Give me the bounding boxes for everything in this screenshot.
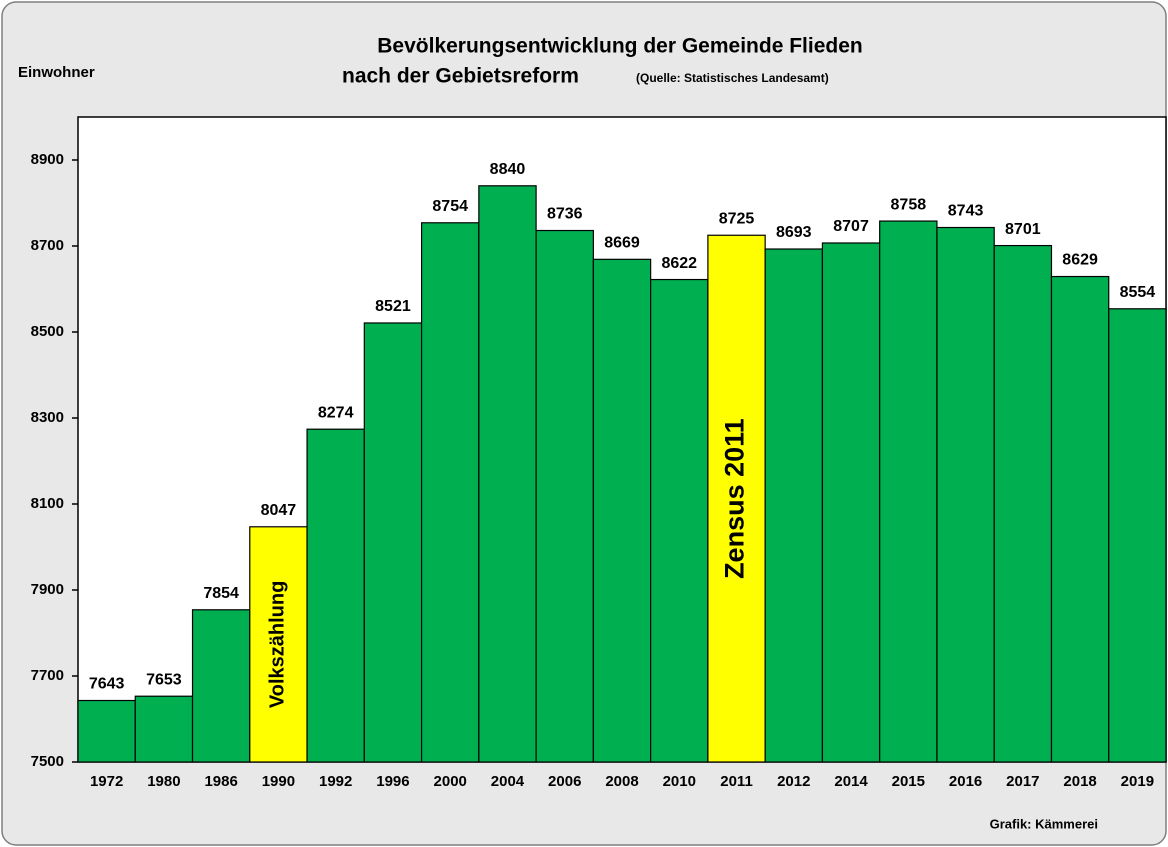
y-tick-label: 8100 <box>31 495 64 512</box>
bar <box>77 699 136 763</box>
x-tick-label: 1986 <box>204 773 237 790</box>
x-tick-label: 1980 <box>147 773 180 790</box>
bar <box>993 244 1053 763</box>
chart-title: Bevölkerungsentwicklung der Gemeinde Fli… <box>377 35 862 58</box>
value-label: 8707 <box>833 218 869 235</box>
bar <box>249 526 308 763</box>
value-label: 8701 <box>1005 221 1041 238</box>
chart-source: (Quelle: Statistisches Landesamt) <box>636 71 829 85</box>
bar <box>535 229 594 763</box>
bar <box>592 258 652 763</box>
x-tick-label: 2017 <box>1006 773 1039 790</box>
chart-title-line2: nach der Gebietsreform <box>342 65 579 88</box>
value-label: 8758 <box>891 196 927 213</box>
x-tick-label: 2014 <box>834 773 868 790</box>
value-label: 8521 <box>375 298 411 315</box>
x-tick-label: 2000 <box>434 773 467 790</box>
bar <box>1050 275 1110 763</box>
bar <box>134 695 194 763</box>
x-tick-label: 2018 <box>1063 773 1096 790</box>
x-tick-label: 2016 <box>949 773 982 790</box>
x-tick-label: 2019 <box>1121 773 1154 790</box>
bar <box>363 322 423 763</box>
y-tick-label: 8900 <box>31 151 64 168</box>
value-label: 8725 <box>719 210 755 227</box>
value-label: 7854 <box>203 585 239 602</box>
value-label: 8736 <box>547 206 583 223</box>
bar <box>306 428 365 763</box>
x-tick-label: 2015 <box>892 773 925 790</box>
x-tick-label: 1990 <box>262 773 295 790</box>
x-tick-label: 2011 <box>720 773 753 790</box>
x-tick-label: 1972 <box>90 773 123 790</box>
bar <box>650 278 709 763</box>
x-tick-label: 2008 <box>605 773 638 790</box>
y-tick-label: 8500 <box>31 323 64 340</box>
x-tick-label: 2010 <box>663 773 696 790</box>
bar <box>821 242 881 763</box>
value-label: 8840 <box>490 161 526 178</box>
x-tick-label: 2004 <box>491 773 525 790</box>
value-label: 7643 <box>89 676 125 693</box>
value-label: 8743 <box>948 203 984 220</box>
bar <box>478 185 537 763</box>
credit: Grafik: Kämmerei <box>990 816 1098 831</box>
value-label: 8669 <box>604 235 640 252</box>
value-label: 8274 <box>318 404 354 421</box>
value-label: 8622 <box>661 255 697 272</box>
y-tick-label: 8700 <box>31 237 64 254</box>
y-axis-label: Einwohner <box>18 64 95 81</box>
bar <box>420 222 480 763</box>
bar <box>879 220 938 763</box>
bar <box>1108 308 1167 763</box>
y-tick-label: 7900 <box>31 581 64 598</box>
bar-annotation: Zensus 2011 <box>720 418 750 579</box>
value-label: 8629 <box>1062 252 1098 269</box>
bar <box>707 234 766 763</box>
bar <box>764 248 824 763</box>
bar <box>936 226 995 763</box>
bar <box>191 609 251 763</box>
value-label: 8754 <box>432 198 468 215</box>
value-label: 8047 <box>261 502 297 519</box>
y-tick-label: 7700 <box>31 667 64 684</box>
x-tick-label: 2012 <box>777 773 810 790</box>
x-tick-label: 1996 <box>376 773 409 790</box>
y-tick-label: 8300 <box>31 409 64 426</box>
y-tick-label: 7500 <box>31 753 64 770</box>
value-label: 7653 <box>146 671 182 688</box>
bar-annotation: Volkszählung <box>267 581 289 708</box>
value-label: 8554 <box>1120 284 1156 301</box>
x-tick-label: 2006 <box>548 773 581 790</box>
value-label: 8693 <box>776 224 812 241</box>
x-tick-label: 1992 <box>319 773 352 790</box>
